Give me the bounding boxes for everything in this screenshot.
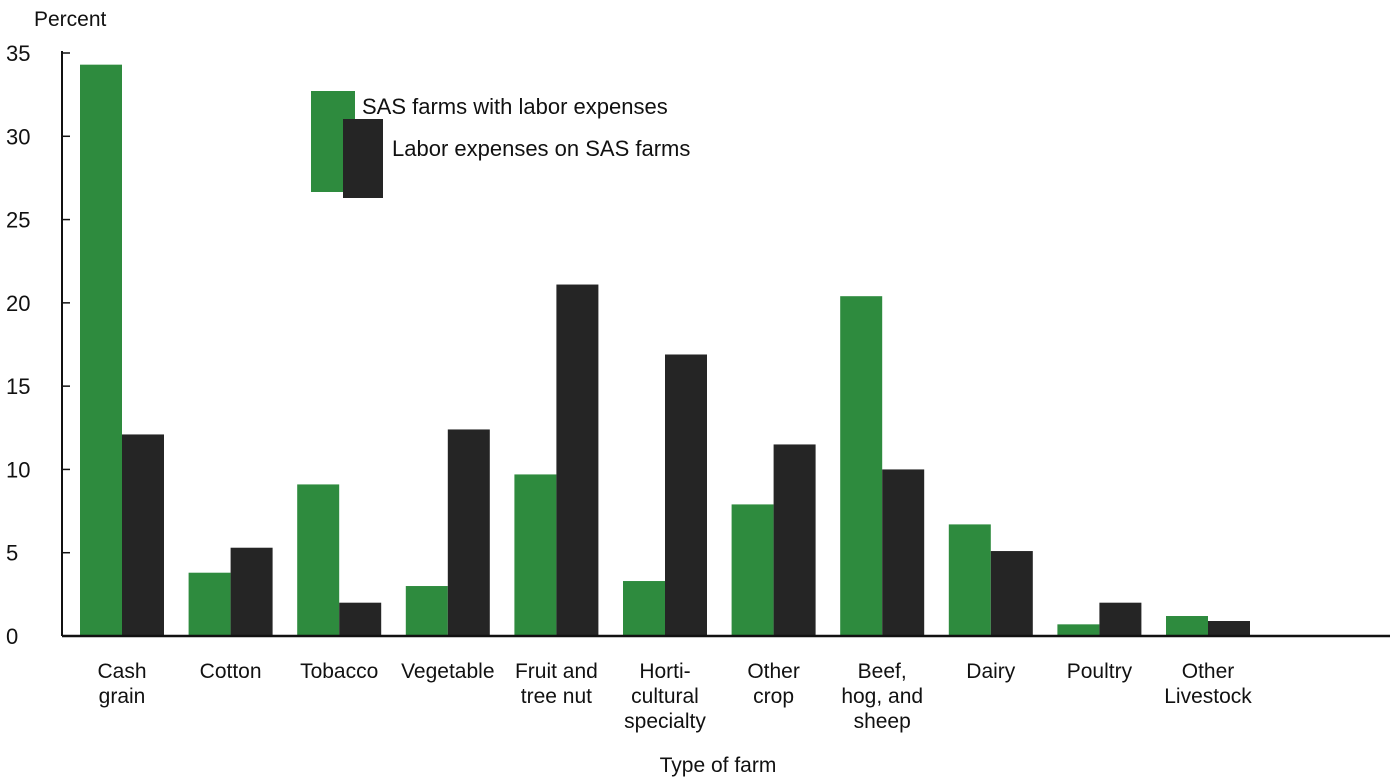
bar-labor-expenses-on-sas-farms [1208, 621, 1250, 636]
bar-sas-farms-with-labor-expenses [297, 484, 340, 636]
x-category-label: Poultry [1067, 660, 1133, 683]
x-category-label: Dairy [966, 660, 1016, 683]
legend: SAS farms with labor expenses Labor expe… [311, 91, 690, 198]
bar-sas-farms-with-labor-expenses [1166, 616, 1208, 636]
bar-sas-farms-with-labor-expenses [731, 504, 774, 636]
y-tick-label: 30 [6, 124, 30, 149]
y-tick-label: 35 [6, 41, 30, 66]
bar-labor-expenses-on-sas-farms [230, 547, 273, 636]
axes [61, 51, 1390, 638]
x-category-label: Cash grain [97, 660, 146, 708]
bar-labor-expenses-on-sas-farms [990, 551, 1033, 636]
x-category-label: Beef, hog, and sheep [841, 660, 923, 733]
bar-labor-expenses-on-sas-farms [339, 602, 382, 636]
x-category-label: Other Livestock [1164, 660, 1252, 708]
y-tick-label: 15 [6, 374, 30, 399]
bar-labor-expenses-on-sas-farms [773, 444, 816, 636]
y-tick-label: 25 [6, 208, 30, 233]
y-axis-title: Percent [34, 8, 107, 31]
legend-swatch-series-2 [343, 119, 383, 198]
bar-sas-farms-with-labor-expenses [188, 572, 231, 636]
y-tick-label: 5 [6, 541, 18, 566]
bar-sas-farms-with-labor-expenses [948, 524, 991, 636]
bar-sas-farms-with-labor-expenses [405, 586, 448, 636]
bar-sas-farms-with-labor-expenses [80, 64, 122, 636]
y-tick-label: 0 [6, 624, 18, 649]
x-category-label: Vegetable [401, 660, 494, 683]
x-category-label: Tobacco [300, 660, 378, 683]
y-tick-label: 20 [6, 291, 30, 316]
bar-sas-farms-with-labor-expenses [840, 296, 883, 636]
bar-labor-expenses-on-sas-farms [556, 284, 599, 636]
x-axis-title: Type of farm [660, 754, 777, 777]
bar-sas-farms-with-labor-expenses [1057, 624, 1100, 636]
x-category-label: Other crop [747, 660, 800, 708]
x-category-label: Cotton [200, 660, 262, 683]
x-category-label: Horti-cultural specialty [624, 660, 706, 733]
x-axis-categories: Cash grain Cotton Tobacco Vegetable Fruit and… [97, 660, 1252, 733]
bar-labor-expenses-on-sas-farms [1099, 602, 1142, 636]
legend-label-series-2: Labor expenses on SAS farms [392, 136, 690, 161]
legend-label-series-1: SAS farms with labor expenses [362, 94, 668, 119]
bar-labor-expenses-on-sas-farms [882, 469, 925, 636]
bar-labor-expenses-on-sas-farms [665, 354, 707, 636]
bar-labor-expenses-on-sas-farms [122, 434, 164, 636]
bar-sas-farms-with-labor-expenses [623, 581, 665, 636]
bar-labor-expenses-on-sas-farms [447, 429, 490, 636]
y-tick-label: 10 [6, 457, 30, 482]
bar-sas-farms-with-labor-expenses [514, 474, 557, 636]
y-axis-ticks: 0 5 10 15 20 25 30 35 [6, 41, 70, 649]
bars [80, 64, 1250, 636]
x-category-label: Fruit and tree nut [515, 660, 598, 708]
